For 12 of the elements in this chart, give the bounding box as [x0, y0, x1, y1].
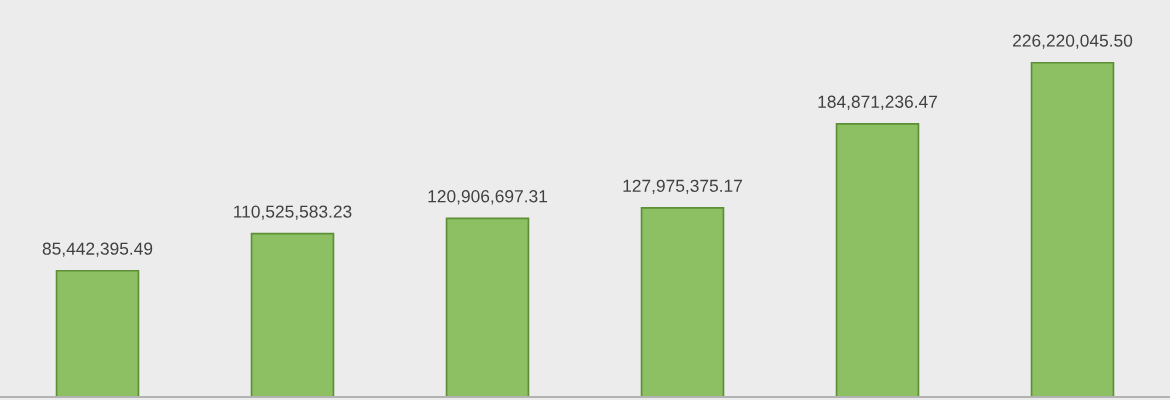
bar [250, 232, 335, 397]
bar [1030, 61, 1115, 397]
data-label: 127,975,375.17 [623, 179, 742, 195]
data-label: 85,442,395.49 [42, 242, 153, 257]
data-label: 120,906,697.31 [428, 190, 547, 205]
bar [445, 217, 530, 397]
bar [640, 207, 725, 397]
data-label: 184,871,236.47 [818, 95, 937, 110]
bar [55, 269, 140, 397]
data-label: 226,220,045.50 [1013, 34, 1133, 49]
bar [835, 122, 920, 397]
data-label: 110,525,583.23 [234, 205, 352, 220]
